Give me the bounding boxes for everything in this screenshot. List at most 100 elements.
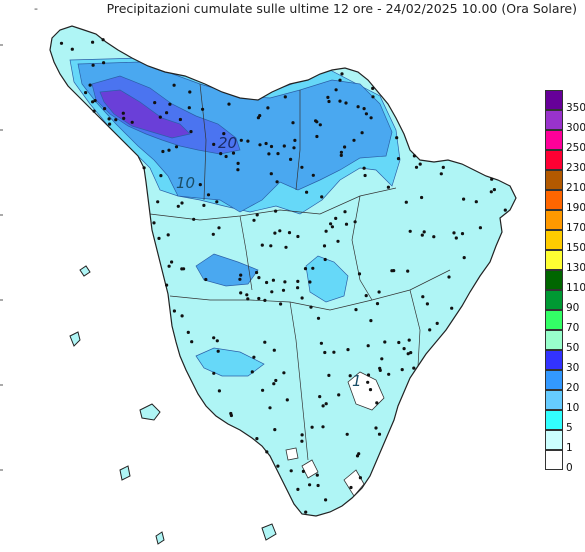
region-fill-group: [50, 26, 516, 516]
legend: 350 300 250 230 210 190 170 150 130 110 90 70 50 30 20…: [545, 90, 585, 482]
station-dots: [59, 38, 507, 514]
legend-swatch-20: [545, 370, 563, 390]
station-dot: [409, 351, 413, 355]
station-dot: [304, 510, 308, 514]
station-dot: [236, 168, 240, 172]
island-3: [119, 465, 131, 481]
frame-ticks: [0, 44, 3, 471]
station-dot: [422, 230, 426, 234]
legend-label-1: 1: [566, 442, 573, 454]
station-dot: [161, 149, 165, 154]
station-dot: [428, 328, 432, 332]
station-dot: [257, 296, 261, 301]
station-dot: [255, 213, 259, 217]
legend-swatch-90: [545, 290, 563, 310]
station-dot: [245, 293, 249, 297]
station-dot: [265, 450, 269, 454]
station-dot: [180, 201, 184, 205]
province-boundary-7: [409, 289, 421, 367]
station-dot: [103, 107, 107, 111]
legend-label-50: 50: [566, 342, 580, 354]
province-boundary-4: [351, 195, 373, 301]
station-dot: [323, 257, 327, 262]
station-dot: [321, 404, 325, 408]
station-dot: [264, 141, 268, 146]
station-dot: [300, 439, 304, 443]
station-dot: [84, 91, 88, 95]
station-dot: [346, 348, 350, 352]
station-dot: [300, 165, 304, 169]
station-dot: [452, 231, 456, 235]
station-dot: [291, 121, 295, 125]
station-dot: [204, 277, 208, 282]
station-dot: [380, 357, 384, 361]
station-dot: [212, 371, 216, 375]
station-dot: [316, 483, 320, 488]
station-dot: [188, 90, 192, 94]
station-dot: [334, 216, 338, 220]
station-dot: [324, 402, 328, 406]
island-0: [79, 265, 91, 277]
station-dot: [489, 190, 493, 194]
legend-swatch-350: [545, 90, 563, 110]
station-dot: [212, 336, 216, 340]
legend-swatch-5: [545, 410, 563, 430]
legend-swatch-150: [545, 230, 563, 250]
station-dot: [387, 372, 391, 376]
station-dot: [368, 388, 373, 392]
station-dot: [176, 204, 180, 208]
station-dot: [186, 330, 190, 334]
legend-swatch-170: [545, 210, 563, 230]
legend-label-130: 130: [566, 262, 585, 274]
station-dot: [166, 233, 170, 237]
dry-patch-3: [285, 447, 299, 461]
title-marker: -: [34, 2, 38, 15]
station-dot: [261, 388, 265, 392]
station-dot: [276, 464, 280, 468]
station-dot: [324, 229, 328, 233]
station-dot: [284, 245, 288, 249]
station-dot: [420, 233, 424, 237]
station-dot: [352, 138, 356, 142]
station-dot: [153, 101, 157, 105]
station-dot: [255, 437, 259, 441]
station-dot: [93, 99, 97, 103]
station-dot: [364, 112, 368, 116]
station-dot: [462, 256, 466, 260]
station-dot: [316, 316, 321, 320]
station-dot: [375, 302, 380, 306]
station-dot: [92, 109, 96, 113]
station-dot: [344, 101, 348, 105]
precip-patch-2: [195, 347, 265, 377]
station-dot: [231, 151, 236, 155]
station-dot: [363, 173, 367, 178]
station-dot: [321, 425, 325, 429]
station-dot: [114, 118, 118, 122]
station-dot: [334, 88, 338, 92]
station-dot: [91, 40, 95, 44]
station-dot: [348, 374, 352, 378]
legend-swatch-250: [545, 130, 563, 150]
legend-label-300: 300: [566, 122, 585, 134]
station-dot: [311, 173, 315, 177]
station-dot: [107, 117, 111, 121]
station-dot: [198, 183, 202, 187]
station-dot: [408, 229, 412, 233]
legend-swatch-70: [545, 310, 563, 330]
contour-labels: 20 10 1: [176, 134, 362, 390]
station-dot: [462, 197, 466, 201]
station-dot: [474, 200, 478, 204]
station-dot: [168, 102, 172, 106]
station-dot: [310, 425, 314, 429]
station-dot: [159, 174, 163, 178]
station-dot: [260, 243, 264, 247]
legend-label-350: 350: [566, 102, 585, 114]
legend-label-0: 0: [566, 462, 573, 474]
legend-label-90: 90: [566, 302, 580, 314]
legend-label-250: 250: [566, 142, 585, 154]
station-dot: [239, 273, 243, 277]
station-dot: [343, 145, 347, 149]
station-dot: [187, 106, 191, 110]
station-dot: [215, 200, 219, 204]
station-dot: [336, 239, 340, 243]
